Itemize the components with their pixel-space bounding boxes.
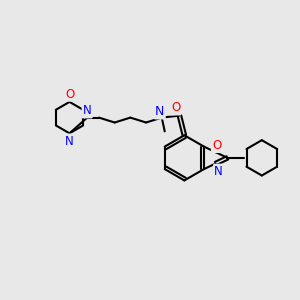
Text: O: O — [171, 101, 180, 114]
Text: N: N — [214, 165, 223, 178]
Text: O: O — [212, 139, 221, 152]
Text: N: N — [83, 104, 92, 117]
Text: N: N — [155, 105, 164, 118]
Text: N: N — [65, 135, 74, 148]
Text: O: O — [65, 88, 74, 100]
